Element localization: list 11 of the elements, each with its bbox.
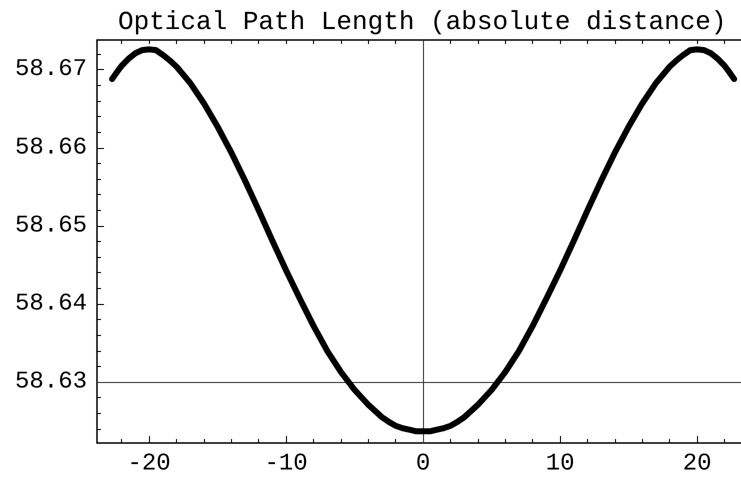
x-tick-label: 20	[682, 450, 712, 478]
x-tick-label: 10	[546, 450, 575, 478]
y-tick-label: 58.66	[14, 134, 87, 162]
x-tick-label: -10	[264, 450, 308, 478]
y-tick-label: 58.67	[14, 56, 87, 84]
y-tick-label: 58.64	[14, 290, 87, 318]
x-tick-label: -20	[127, 450, 171, 478]
x-tick-label: 0	[416, 450, 430, 478]
y-tick-label: 58.65	[14, 212, 87, 240]
chart-title: Optical Path Length (absolute distance)	[118, 7, 726, 37]
y-tick-label: 58.63	[14, 368, 87, 396]
